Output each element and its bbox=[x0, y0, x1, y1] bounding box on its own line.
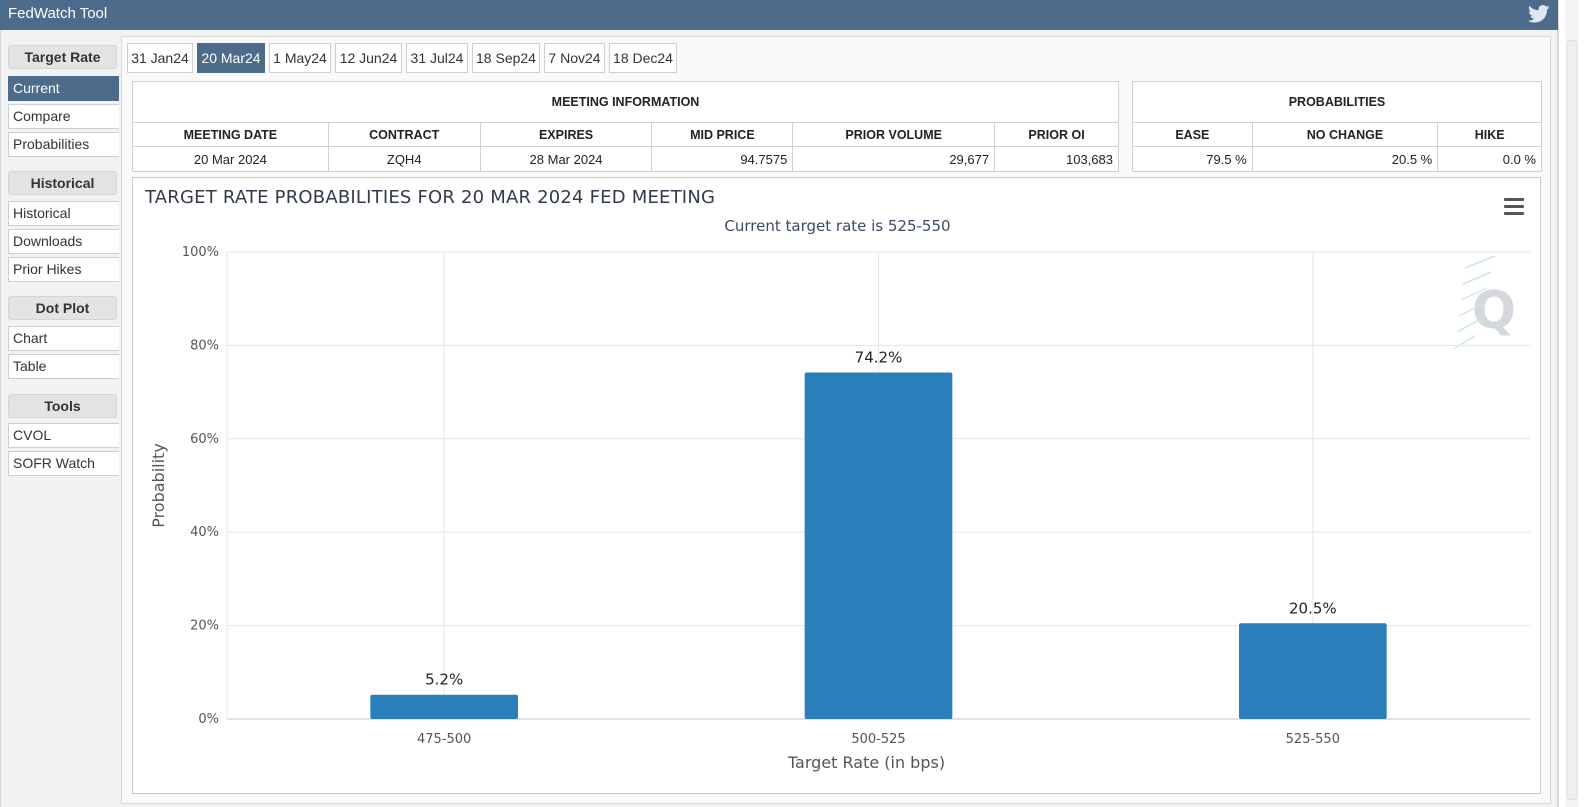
tab-18-dec24[interactable]: 18 Dec24 bbox=[609, 43, 677, 73]
scrollbar-thumb[interactable] bbox=[1567, 40, 1577, 800]
watermark-stroke bbox=[1454, 335, 1476, 349]
sidebar-header-dot-plot: Dot Plot bbox=[8, 296, 117, 320]
sidebar-item-current[interactable]: Current bbox=[8, 76, 119, 101]
sidebar-item-chart[interactable]: Chart bbox=[8, 326, 119, 351]
y-tick-label: 40% bbox=[190, 525, 219, 540]
chart-subtitle: Current target rate is 525-550 bbox=[724, 217, 951, 235]
tab-31-jul24[interactable]: 31 Jul24 bbox=[406, 43, 468, 73]
sidebar-header-historical: Historical bbox=[8, 171, 117, 195]
watermark-stroke bbox=[1458, 303, 1484, 317]
watermark-stroke bbox=[1456, 319, 1480, 333]
y-tick-label: 100% bbox=[182, 245, 219, 260]
x-tick-label: 475-500 bbox=[417, 732, 471, 747]
probabilities-table: PROBABILITIES EASE NO CHANGE HIKE 79.5 %… bbox=[1132, 81, 1542, 172]
header-no-change: NO CHANGE bbox=[1251, 122, 1439, 147]
data-label: 5.2% bbox=[425, 671, 463, 689]
header-hike: HIKE bbox=[1437, 122, 1542, 147]
bar-525-550 bbox=[1238, 623, 1387, 719]
title-bar: FedWatch Tool bbox=[0, 0, 1558, 30]
sidebar-item-historical[interactable]: Historical bbox=[8, 201, 119, 226]
header-expires: EXPIRES bbox=[479, 122, 653, 147]
tab-12-jun24[interactable]: 12 Jun24 bbox=[335, 43, 402, 73]
chart-menu-icon[interactable] bbox=[1504, 198, 1524, 216]
scrollbar[interactable] bbox=[1558, 0, 1584, 807]
hike-value: 0.0 % bbox=[1437, 146, 1542, 172]
y-tick-label: 20% bbox=[190, 619, 219, 634]
sidebar-item-table[interactable]: Table bbox=[8, 354, 119, 379]
mid-price-value: 94.7575 bbox=[651, 146, 794, 172]
x-tick-label: 525-550 bbox=[1286, 732, 1340, 747]
meeting-info-table: MEETING INFORMATION MEETING DATE CONTRAC… bbox=[132, 81, 1119, 172]
data-label: 74.2% bbox=[855, 348, 903, 366]
watermark-logo: Q bbox=[1472, 281, 1516, 341]
sidebar-item-compare[interactable]: Compare bbox=[8, 104, 119, 129]
tab-31-jan24[interactable]: 31 Jan24 bbox=[127, 43, 193, 73]
twitter-icon[interactable] bbox=[1528, 5, 1550, 23]
watermark-stroke bbox=[1460, 287, 1488, 301]
x-axis-title: Target Rate (in bps) bbox=[787, 753, 945, 772]
header-ease: EASE bbox=[1132, 122, 1253, 147]
tab-7-nov24[interactable]: 7 Nov24 bbox=[544, 43, 605, 73]
bar-475-500 bbox=[370, 694, 519, 719]
probabilities-title: PROBABILITIES bbox=[1132, 81, 1542, 123]
header-prior-volume: PRIOR VOLUME bbox=[792, 122, 996, 147]
tab-1-may24[interactable]: 1 May24 bbox=[269, 43, 331, 73]
header-contract: CONTRACT bbox=[327, 122, 481, 147]
ease-value: 79.5 % bbox=[1132, 146, 1253, 172]
sidebar-header-target-rate: Target Rate bbox=[8, 45, 117, 69]
sidebar-item-probabilities[interactable]: Probabilities bbox=[8, 132, 119, 157]
sidebar-header-tools: Tools bbox=[8, 394, 117, 418]
no-change-value: 20.5 % bbox=[1251, 146, 1439, 172]
bar-chart: Q 0% 20% 40% 60% 80% 100% 5.2% 475-500 74.2% 500-5… bbox=[149, 245, 1530, 772]
header-mid-price: MID PRICE bbox=[651, 122, 794, 147]
x-tick-label: 500-525 bbox=[851, 732, 905, 747]
sidebar-item-cvol[interactable]: CVOL bbox=[8, 423, 119, 448]
y-tick-label: 0% bbox=[198, 712, 219, 727]
sidebar-item-downloads[interactable]: Downloads bbox=[8, 229, 119, 254]
meeting-date-value: 20 Mar 2024 bbox=[132, 146, 329, 172]
sidebar-item-sofr-watch[interactable]: SOFR Watch bbox=[8, 451, 119, 476]
expires-value: 28 Mar 2024 bbox=[479, 146, 653, 172]
app-title: FedWatch Tool bbox=[8, 5, 108, 22]
tab-20-mar24[interactable]: 20 Mar24 bbox=[197, 43, 265, 73]
sidebar-item-prior-hikes[interactable]: Prior Hikes bbox=[8, 257, 119, 282]
chart-title: TARGET RATE PROBABILITIES FOR 20 MAR 202… bbox=[145, 187, 716, 208]
header-prior-oi: PRIOR OI bbox=[994, 122, 1119, 147]
y-tick-label: 80% bbox=[190, 338, 219, 353]
watermark-stroke bbox=[1464, 255, 1496, 269]
tab-18-sep24[interactable]: 18 Sep24 bbox=[472, 43, 540, 73]
contract-value: ZQH4 bbox=[327, 146, 481, 172]
y-tick-label: 60% bbox=[190, 432, 219, 447]
header-meeting-date: MEETING DATE bbox=[132, 122, 329, 147]
y-axis-title: Probability bbox=[149, 443, 168, 528]
data-label: 20.5% bbox=[1289, 599, 1337, 617]
watermark-stroke bbox=[1462, 271, 1492, 285]
bar-500-525 bbox=[804, 372, 953, 719]
meeting-info-title: MEETING INFORMATION bbox=[132, 81, 1119, 123]
prior-oi-value: 103,683 bbox=[994, 146, 1119, 172]
chart-container: Q 0% 20% 40% 60% 80% 100% 5.2% 475-500 74.2% 500-5… bbox=[132, 177, 1541, 794]
prior-volume-value: 29,677 bbox=[792, 146, 996, 172]
